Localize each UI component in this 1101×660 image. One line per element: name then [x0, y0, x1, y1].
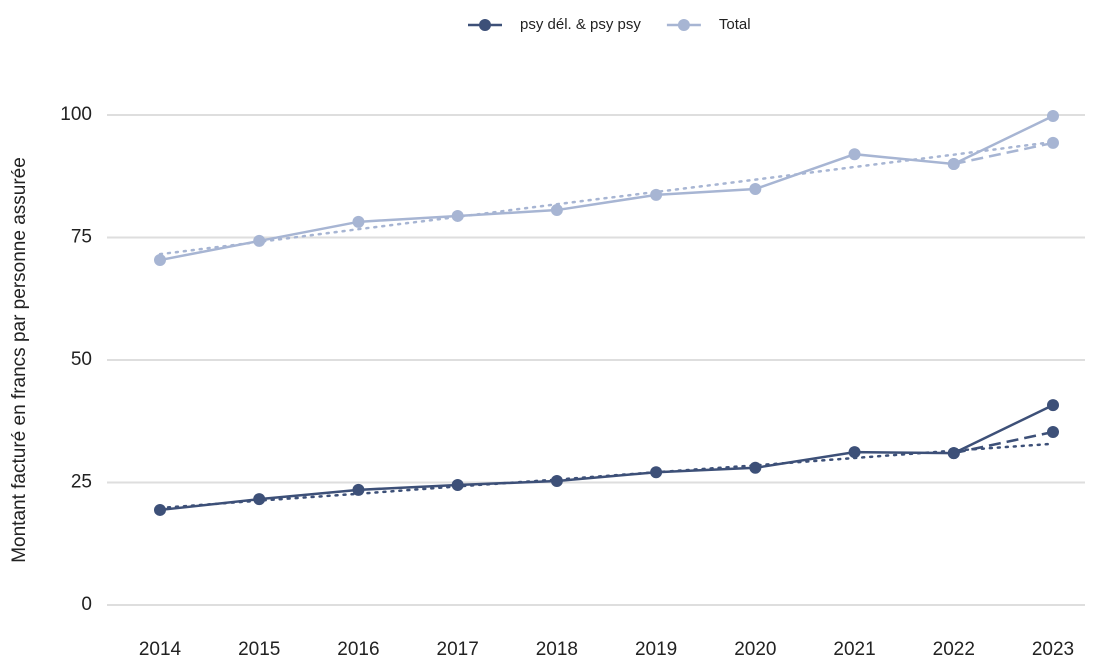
point [947, 447, 960, 460]
x-tick-label: 2019 [635, 639, 677, 660]
point [947, 158, 960, 170]
x-tick-label: 2015 [238, 639, 280, 660]
x-tick-label: 2018 [536, 639, 578, 660]
x-tick-label: 2022 [933, 639, 975, 660]
point [749, 182, 762, 195]
point [650, 466, 663, 479]
x-tick-label: 2017 [437, 639, 479, 660]
point [154, 503, 166, 516]
y-tick-label: 50 [71, 349, 92, 370]
point [848, 446, 861, 459]
legend-marker [677, 19, 690, 31]
point [749, 461, 762, 474]
point [253, 234, 266, 247]
x-tick-label: 2020 [734, 639, 776, 660]
y-tick-label: 100 [60, 104, 92, 125]
point [1047, 426, 1059, 439]
x-tick-label: 2016 [337, 639, 379, 660]
x-tick-label: 2023 [1032, 639, 1074, 660]
point [1047, 399, 1059, 412]
legend-text: psy dél. & psy psy [520, 16, 641, 33]
series-line [159, 114, 1054, 262]
y-axis-label: Montant facturé en francs par personne a… [9, 157, 30, 563]
point [352, 483, 365, 496]
x-tick-label: 2021 [833, 639, 875, 660]
y-tick-label: 25 [71, 472, 92, 493]
point [154, 254, 166, 267]
point [451, 478, 464, 491]
point [1047, 109, 1059, 122]
point [848, 148, 861, 161]
series-line [953, 141, 1054, 166]
point [550, 475, 563, 488]
y-tick-label: 75 [71, 227, 92, 248]
point [253, 493, 266, 506]
legend-marker [479, 19, 491, 31]
y-tick-label: 0 [81, 594, 92, 615]
point [352, 215, 365, 228]
point [650, 188, 663, 201]
point [550, 204, 563, 217]
series-line [158, 140, 1055, 256]
point [451, 209, 464, 222]
series-line [159, 403, 1054, 512]
x-tick-label: 2014 [139, 639, 182, 660]
point [1047, 136, 1059, 149]
legend-text: Total [719, 16, 751, 33]
